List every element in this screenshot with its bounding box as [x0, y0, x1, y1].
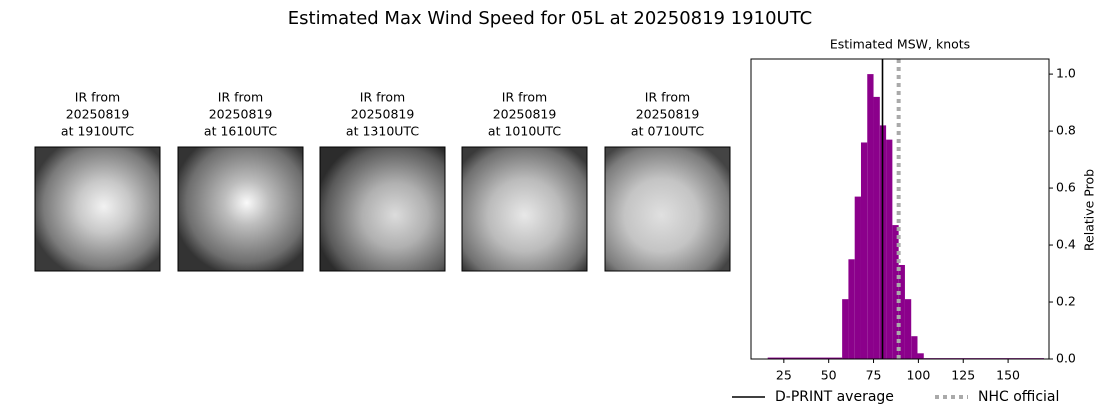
panel-title: 20250819 — [493, 107, 557, 122]
x-tick-label: 25 — [776, 368, 792, 383]
y-tick-label: 0.0 — [1056, 351, 1076, 366]
panel-title: at 1310UTC — [346, 124, 419, 139]
bar — [886, 139, 893, 359]
x-tick-label: 75 — [866, 368, 882, 383]
panel-title: 20250819 — [66, 107, 130, 122]
y-tick-label: 0.8 — [1056, 123, 1076, 138]
bar — [842, 299, 849, 359]
bar — [917, 353, 924, 359]
ir-image — [461, 146, 588, 272]
ir-image — [604, 146, 731, 272]
panel-title: at 1910UTC — [61, 124, 134, 139]
panel-title: IR from — [75, 90, 120, 105]
panel-title: 20250819 — [351, 107, 415, 122]
y-tick-label: 0.6 — [1056, 180, 1076, 195]
y-tick-label: 0.2 — [1056, 294, 1076, 309]
y-tick-label: 0.4 — [1056, 237, 1076, 252]
satellite-images — [34, 146, 731, 272]
ir-image — [34, 146, 161, 272]
legend-label: D-PRINT average — [775, 389, 894, 405]
bar — [860, 142, 868, 359]
bar — [867, 74, 874, 359]
bar — [848, 259, 855, 359]
bar — [873, 96, 880, 360]
x-tick-label: 50 — [821, 368, 837, 383]
panel-title: at 1610UTC — [204, 124, 277, 139]
bar — [904, 299, 912, 359]
panel-title: IR from — [645, 90, 690, 105]
bar — [892, 225, 899, 359]
panel-title: at 0710UTC — [631, 124, 704, 139]
panel-title: IR from — [360, 90, 405, 105]
panel-title: IR from — [218, 90, 263, 105]
y-tick-label: 1.0 — [1056, 66, 1076, 81]
legend-label: NHC official — [978, 389, 1059, 405]
x-tick-label: 150 — [996, 368, 1020, 383]
y-axis-label: Relative Prob — [1082, 169, 1097, 251]
panel-title: 20250819 — [636, 107, 700, 122]
bar — [911, 336, 918, 359]
chart-title: Estimated Max Wind Speed for 05L at 2025… — [288, 8, 812, 29]
x-tick-label: 125 — [951, 368, 975, 383]
ir-image — [177, 146, 304, 272]
panel-title: at 1010UTC — [488, 124, 561, 139]
plot-frame — [750, 58, 1050, 360]
x-tick-label: 100 — [906, 368, 930, 383]
panel-title: 20250819 — [209, 107, 273, 122]
bar — [767, 357, 843, 359]
hist-title: Estimated MSW, knots — [830, 37, 970, 52]
bar — [854, 196, 861, 359]
ir-image — [319, 146, 446, 272]
bar — [898, 264, 905, 359]
panel-title: IR from — [502, 90, 547, 105]
